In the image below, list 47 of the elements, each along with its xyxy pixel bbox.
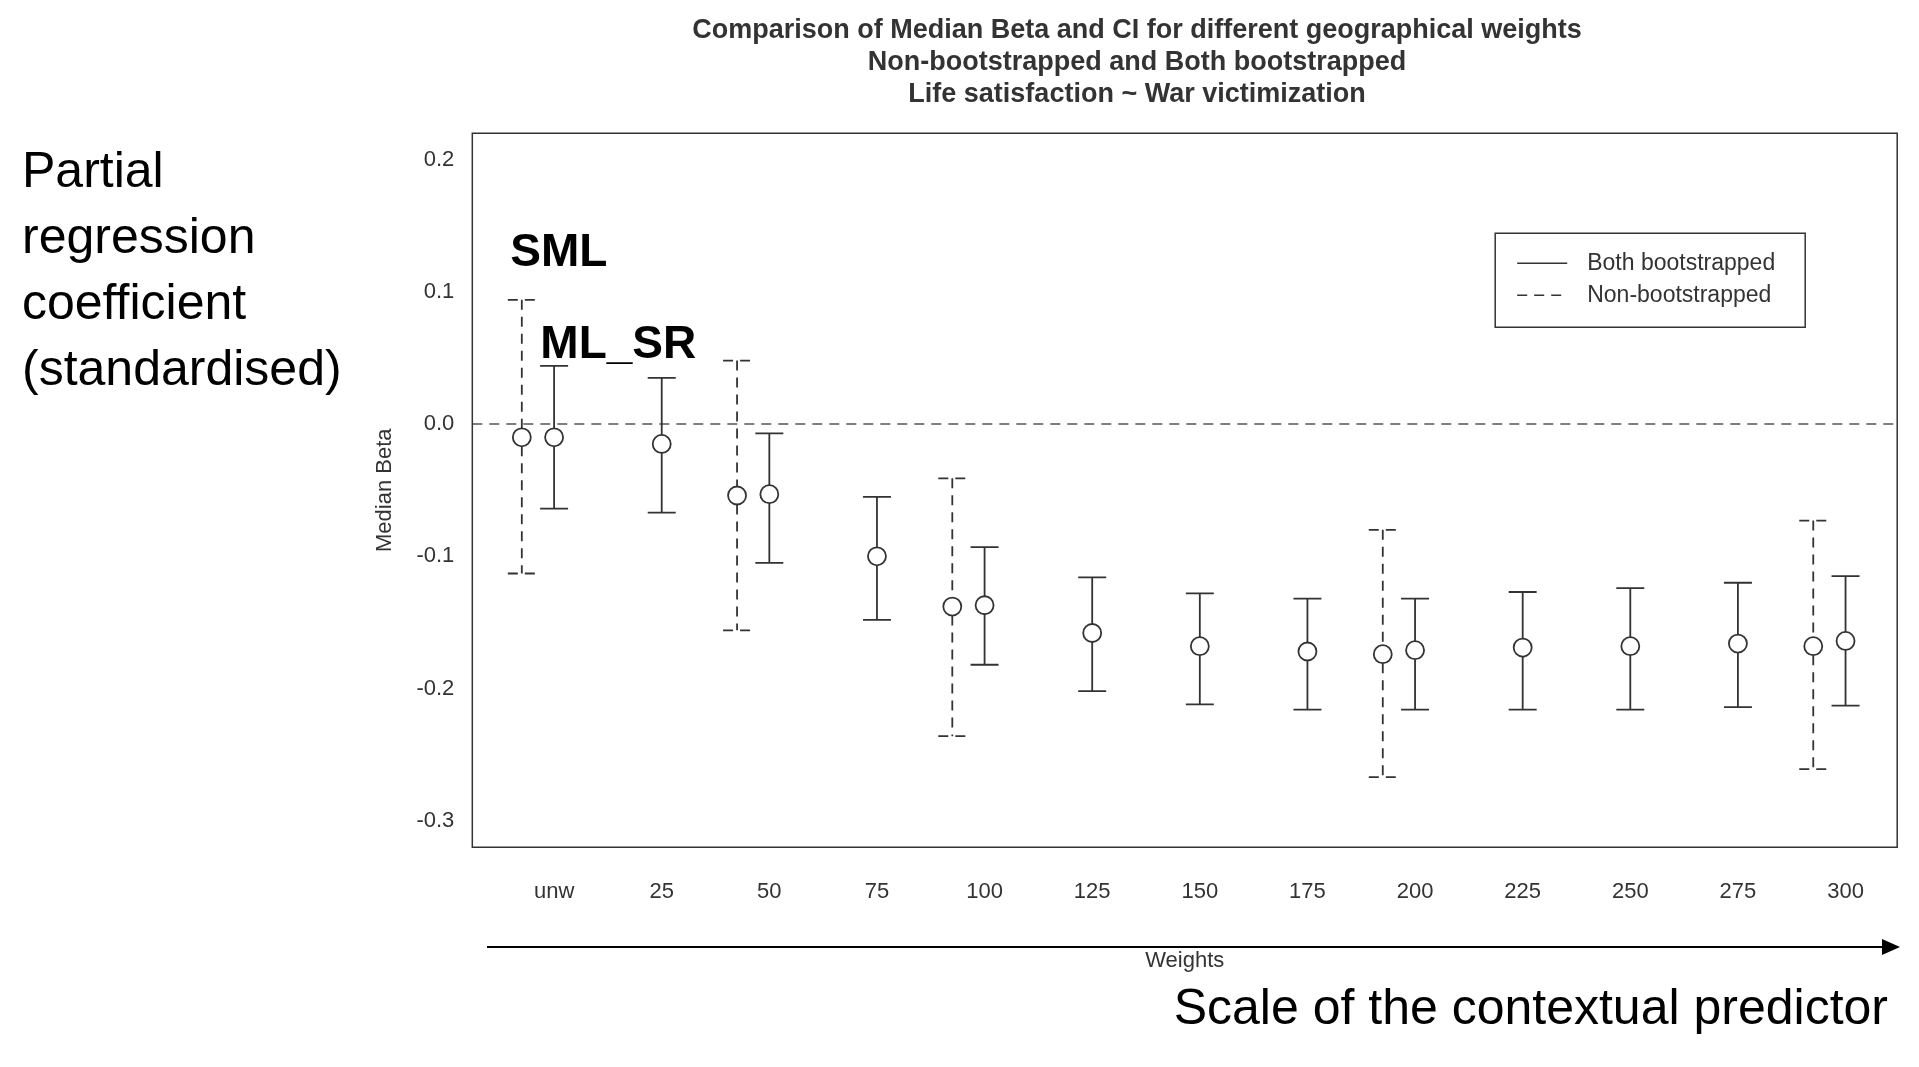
- text: Partial regression coefficient (standardised): [22, 141, 342, 396]
- legend-label: Both bootstrapped: [1587, 248, 1776, 275]
- annotation: SML: [510, 223, 608, 276]
- point: [1082, 623, 1103, 643]
- y-tick-label: -0.3: [416, 806, 455, 832]
- x-tick-label: 175: [1289, 878, 1326, 904]
- x-tick-label: 50: [757, 878, 782, 904]
- x-tick-label: unw: [533, 878, 575, 904]
- y-tick-label: -0.1: [416, 542, 455, 568]
- point: [942, 596, 963, 617]
- x-tick-label: 100: [966, 878, 1003, 904]
- y-tick-label: 0.2: [423, 145, 455, 171]
- point: [867, 546, 887, 567]
- point: [1405, 640, 1425, 661]
- chart-title: Comparison of Median Beta and CI for different geographical weights: [692, 13, 1582, 44]
- y-axis-title: Median Beta: [371, 427, 397, 552]
- y-tick-label: -0.2: [416, 674, 455, 700]
- y-tick-label: 0.0: [423, 410, 455, 436]
- point: [511, 427, 532, 448]
- x-axis-title: Weights: [1145, 946, 1225, 972]
- annotation: ML_SR: [540, 315, 697, 368]
- x-tick-label: 75: [864, 878, 890, 904]
- text: Scale of the contextual predictor: [1173, 978, 1888, 1035]
- point: [974, 595, 995, 616]
- point: [544, 427, 564, 448]
- point: [1620, 636, 1641, 657]
- point: [1728, 633, 1748, 654]
- legend-label: Non-bootstrapped: [1587, 280, 1772, 307]
- point: [1803, 636, 1824, 657]
- chart-subtitle: Non-bootstrapped and Both bootstrapped Life satisfaction ~ War victimization: [867, 46, 1407, 109]
- point: [1372, 644, 1393, 665]
- x-tick-label: 150: [1181, 878, 1219, 904]
- x-tick-label: 250: [1611, 878, 1649, 904]
- point: [727, 485, 747, 506]
- x-tick-label: 25: [649, 878, 674, 904]
- point: [1512, 637, 1533, 658]
- point: [1189, 636, 1210, 657]
- point: [759, 484, 780, 505]
- x-tick-label: 300: [1827, 878, 1864, 904]
- x-tick-label: 225: [1504, 878, 1542, 904]
- y-tick-label: 0.1: [423, 277, 455, 303]
- point: [1297, 641, 1318, 662]
- point: [651, 434, 672, 454]
- x-tick-label: 275: [1719, 878, 1757, 904]
- x-tick-label: 200: [1396, 878, 1434, 904]
- point: [1835, 631, 1856, 651]
- x-tick-label: 125: [1073, 878, 1111, 904]
